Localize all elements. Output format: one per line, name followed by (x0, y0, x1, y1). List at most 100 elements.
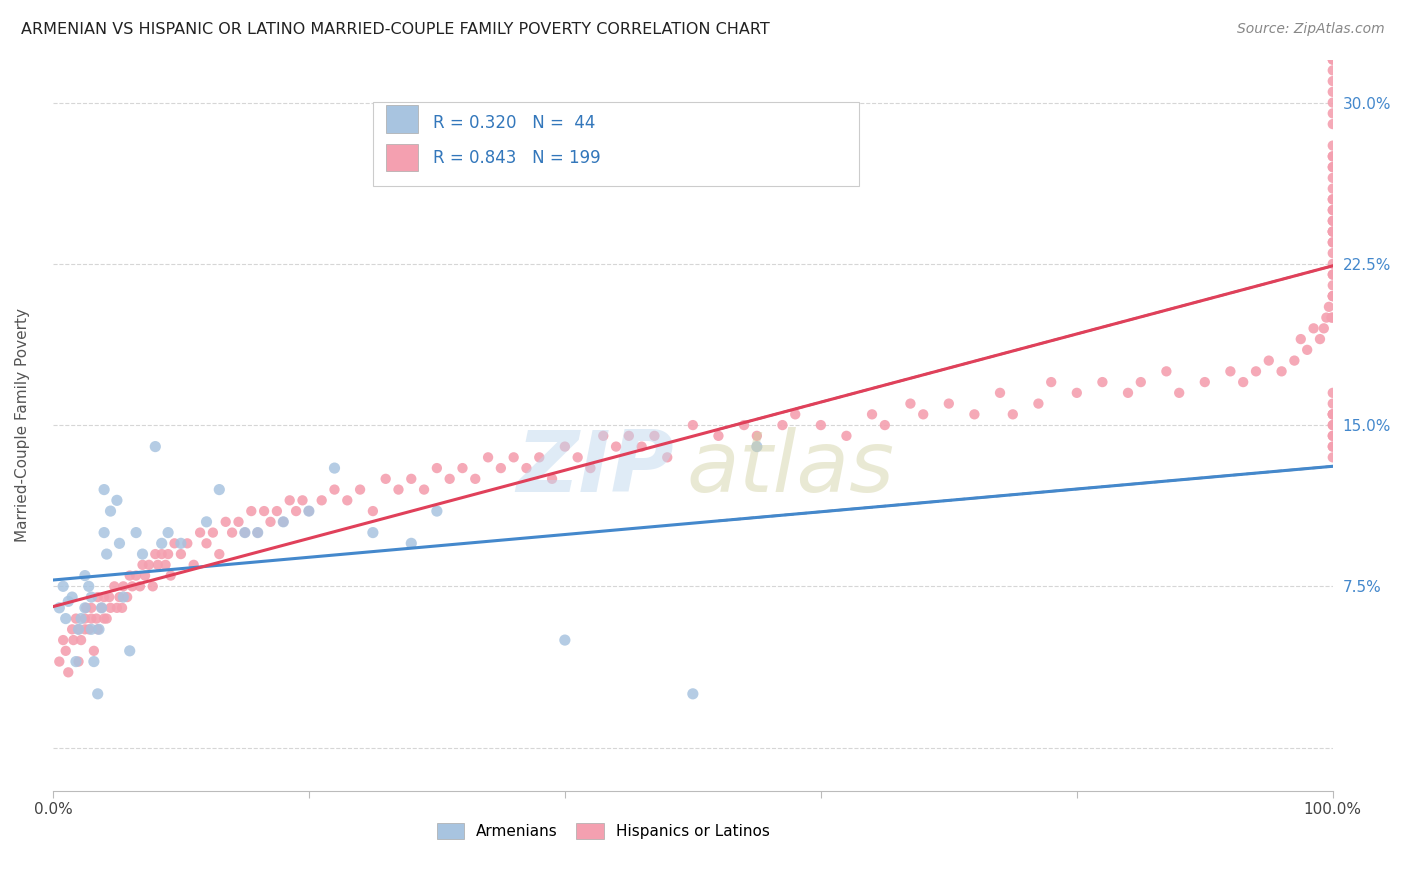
Point (155, 558, 177, 572)
Point (1320, 310, 1343, 325)
Point (938, 396, 960, 410)
Point (617, 429, 640, 443)
Point (60, 623, 83, 637)
Point (426, 461, 449, 475)
Point (87, 623, 110, 637)
Point (105, 600, 128, 615)
Point (657, 450, 679, 465)
Point (1322, 53, 1344, 67)
Point (1302, 321, 1324, 335)
Point (963, 408, 986, 422)
Point (170, 536, 193, 550)
Point (48, 600, 70, 615)
Point (90, 600, 112, 615)
Point (80, 590, 103, 604)
Point (311, 493, 333, 508)
Point (1322, 203, 1344, 218)
Point (873, 418, 896, 433)
Point (401, 536, 423, 550)
Point (48, 655, 70, 669)
Point (1322, 31, 1344, 45)
Point (131, 547, 153, 561)
Point (221, 525, 243, 540)
Point (1322, 408, 1344, 422)
Point (80, 623, 103, 637)
Point (157, 525, 180, 540)
Point (291, 493, 314, 508)
Point (90, 600, 112, 615)
Point (1322, 21, 1344, 35)
Point (115, 590, 138, 604)
Point (1322, 310, 1344, 325)
Point (108, 536, 131, 550)
Point (121, 579, 143, 593)
Point (65, 655, 87, 669)
Point (125, 525, 148, 540)
Point (1322, 429, 1344, 443)
Point (298, 504, 321, 518)
Point (323, 483, 346, 497)
Point (208, 547, 231, 561)
Point (630, 440, 652, 454)
Point (83, 644, 105, 658)
Point (1309, 332, 1331, 346)
Point (118, 568, 141, 582)
Point (58, 665, 80, 680)
Point (1322, 203, 1344, 218)
Point (374, 472, 396, 486)
Point (682, 687, 704, 701)
Point (100, 504, 122, 518)
Point (188, 525, 211, 540)
Point (86, 611, 108, 625)
Point (201, 525, 224, 540)
Point (349, 483, 371, 497)
Point (142, 579, 165, 593)
Point (80, 600, 103, 615)
Point (1322, 170, 1344, 185)
Point (246, 525, 269, 540)
Point (75, 600, 97, 615)
Point (1322, 53, 1344, 67)
Point (912, 408, 935, 422)
Point (67, 623, 90, 637)
Point (1313, 321, 1336, 335)
Point (464, 472, 486, 486)
Point (1322, 149, 1344, 163)
Point (58, 594, 80, 608)
Point (1322, 418, 1344, 433)
Point (541, 472, 564, 486)
Point (489, 461, 512, 475)
FancyBboxPatch shape (373, 102, 859, 186)
Point (1322, 440, 1344, 454)
Point (62, 633, 84, 648)
Point (93, 590, 115, 604)
Point (1322, 214, 1344, 228)
Point (93, 611, 115, 625)
Point (1315, 310, 1337, 325)
Point (60, 590, 83, 604)
Point (240, 504, 263, 518)
Point (118, 644, 141, 658)
Point (1322, 74, 1344, 88)
Point (266, 504, 288, 518)
Point (1322, 149, 1344, 163)
Point (900, 396, 922, 410)
Point (157, 547, 180, 561)
Point (100, 600, 122, 615)
Point (579, 461, 602, 475)
Point (271, 515, 294, 529)
Point (810, 418, 832, 433)
Text: R = 0.843   N = 199: R = 0.843 N = 199 (433, 149, 600, 168)
Point (73, 600, 96, 615)
Point (1322, 408, 1344, 422)
Point (134, 568, 156, 582)
Point (770, 418, 793, 433)
Point (112, 590, 135, 604)
Point (1116, 385, 1139, 400)
Point (183, 558, 205, 572)
Point (643, 429, 665, 443)
Point (278, 493, 301, 508)
Point (1322, 246, 1344, 260)
Point (1322, 95, 1344, 110)
Point (733, 418, 755, 433)
